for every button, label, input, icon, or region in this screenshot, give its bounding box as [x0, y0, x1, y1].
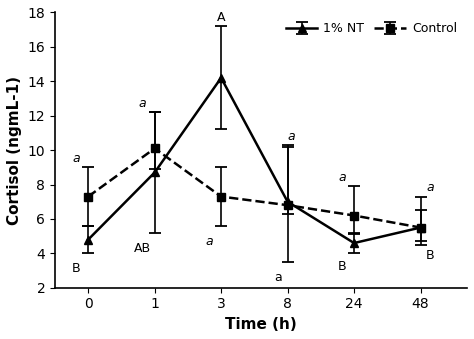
Text: B: B: [338, 260, 346, 273]
Text: a: a: [338, 171, 346, 184]
Text: A: A: [217, 11, 225, 24]
Text: a: a: [287, 130, 295, 143]
X-axis label: Time (h): Time (h): [225, 317, 297, 332]
Text: AB: AB: [134, 242, 151, 255]
Text: a: a: [139, 97, 146, 110]
Text: a: a: [205, 235, 213, 248]
Y-axis label: Cortisol (ngmL-1): Cortisol (ngmL-1): [7, 76, 22, 225]
Text: a: a: [427, 181, 434, 195]
Legend: 1% NT, Control: 1% NT, Control: [282, 19, 461, 39]
Text: a: a: [73, 152, 80, 165]
Text: B: B: [426, 248, 435, 262]
Text: a: a: [274, 271, 282, 284]
Text: B: B: [72, 262, 81, 275]
